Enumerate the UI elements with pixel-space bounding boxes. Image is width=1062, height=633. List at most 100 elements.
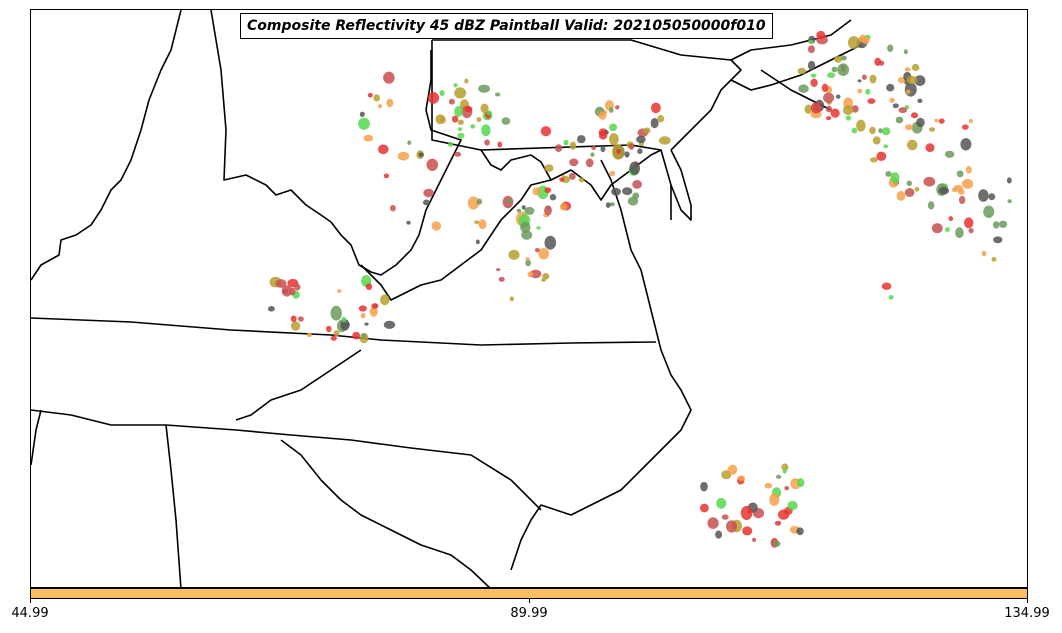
storm-cell <box>878 128 883 134</box>
storm-cell <box>861 36 870 45</box>
storm-cell <box>569 158 579 167</box>
storm-cell <box>740 506 753 520</box>
storm-cell <box>598 111 607 120</box>
storm-cell <box>810 78 818 88</box>
colorbar-label-min: 44.99 <box>11 606 49 621</box>
storm-cell <box>326 325 332 333</box>
storm-cell <box>568 172 576 180</box>
storm-cell <box>907 139 918 151</box>
boundary-ny <box>730 44 862 91</box>
storm-cell <box>951 187 957 193</box>
boundary-west-2 <box>210 10 332 223</box>
storm-cell <box>821 83 829 93</box>
storm-cell <box>916 117 925 128</box>
storm-cell <box>478 219 487 230</box>
storm-cell <box>927 201 935 210</box>
storm-cell <box>707 517 719 529</box>
storm-cell <box>549 194 557 201</box>
storm-cell <box>914 75 926 86</box>
storm-cell <box>898 107 908 114</box>
storm-cell <box>427 92 440 104</box>
storm-cell <box>470 124 476 129</box>
storm-cell <box>341 316 347 323</box>
storm-cell <box>764 482 773 489</box>
storm-cell <box>476 117 482 123</box>
storm-cell <box>948 216 954 222</box>
storm-cell <box>380 294 390 306</box>
storm-cell <box>890 172 900 184</box>
storm-cell <box>454 87 467 99</box>
storm-cell <box>842 105 854 116</box>
storm-cell <box>865 88 871 95</box>
storm-cell <box>464 106 473 113</box>
storm-cell <box>775 474 782 479</box>
storm-cell <box>892 103 899 109</box>
storm-cell <box>837 63 850 76</box>
storm-cell <box>407 140 412 145</box>
storm-cell <box>906 75 918 85</box>
storm-cell <box>808 39 814 44</box>
storm-cell <box>495 92 501 97</box>
boundary-ky-oh <box>330 50 462 276</box>
storm-cell <box>726 520 737 533</box>
storm-cell <box>527 271 534 278</box>
boundary-tn-nc <box>235 349 362 421</box>
storm-cell <box>520 221 531 233</box>
storm-cell <box>525 259 531 267</box>
storm-cell <box>554 144 563 153</box>
storm-cell <box>807 45 815 54</box>
storm-cell <box>544 205 552 216</box>
storm-cell <box>872 136 881 145</box>
storm-cell <box>361 333 367 338</box>
storm-cell <box>931 223 943 234</box>
storm-cell <box>807 60 816 71</box>
storm-cell <box>716 497 727 509</box>
boundary-va-nc-coast <box>510 329 692 571</box>
storm-cell <box>267 306 275 312</box>
storm-cell <box>825 116 832 121</box>
storm-cell <box>874 57 882 66</box>
storm-cell <box>383 173 390 179</box>
boundary-chesapeake <box>600 159 657 331</box>
storm-cell <box>904 67 911 72</box>
storm-cell <box>881 282 892 290</box>
storm-cell <box>457 127 463 132</box>
storm-cell <box>598 130 608 140</box>
storm-cell <box>563 139 569 146</box>
storm-cell <box>835 94 841 99</box>
storm-cell <box>637 148 643 155</box>
storm-cell <box>727 464 738 475</box>
storm-cell <box>988 193 996 201</box>
storm-cell <box>721 514 729 520</box>
storm-cell <box>569 141 577 150</box>
storm-cell <box>454 106 463 117</box>
storm-cell <box>333 330 340 337</box>
storm-cell <box>787 500 798 511</box>
storm-cell <box>377 104 383 109</box>
storm-cell <box>536 226 541 230</box>
storm-cell <box>281 285 293 297</box>
state-boundaries <box>31 10 862 587</box>
storm-cell <box>906 180 912 187</box>
storm-cell <box>983 205 995 218</box>
colorbar-tick-mid <box>529 599 530 603</box>
storm-cell <box>934 118 939 123</box>
storm-cell <box>453 83 458 88</box>
storm-cell <box>993 221 1000 229</box>
storm-cell <box>591 145 596 150</box>
storm-cell <box>476 198 483 205</box>
storm-cell <box>298 316 304 322</box>
storm-cell <box>781 463 789 472</box>
storm-cell <box>435 114 445 125</box>
storm-cell <box>857 88 863 94</box>
storm-cell <box>869 74 877 84</box>
storm-cell <box>478 84 490 93</box>
boundary-ms-al <box>31 409 237 431</box>
boundary-al-ga <box>165 424 182 587</box>
storm-cell <box>938 118 945 124</box>
storm-cell <box>861 74 867 80</box>
boundary-md <box>480 149 662 201</box>
storm-cell <box>516 208 522 213</box>
storm-cell <box>883 144 889 149</box>
storm-cell <box>886 83 895 92</box>
